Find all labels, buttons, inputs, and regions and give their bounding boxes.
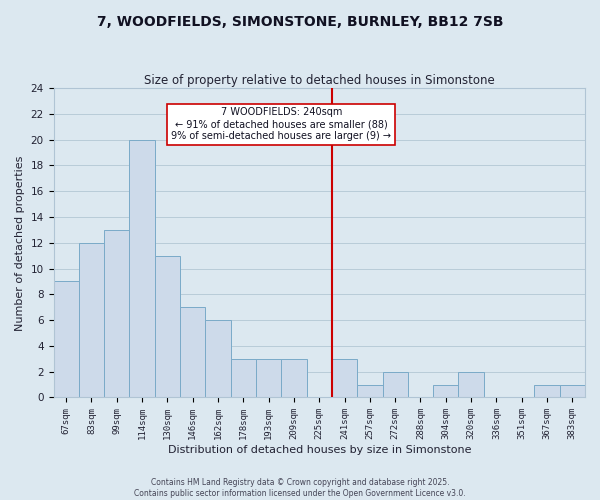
- Text: Contains HM Land Registry data © Crown copyright and database right 2025.
Contai: Contains HM Land Registry data © Crown c…: [134, 478, 466, 498]
- Y-axis label: Number of detached properties: Number of detached properties: [15, 155, 25, 330]
- Bar: [256, 359, 281, 398]
- Bar: [458, 372, 484, 398]
- Bar: [357, 384, 383, 398]
- Bar: [79, 243, 104, 398]
- Bar: [332, 359, 357, 398]
- Bar: [155, 256, 180, 398]
- Bar: [560, 384, 585, 398]
- Title: Size of property relative to detached houses in Simonstone: Size of property relative to detached ho…: [144, 74, 494, 87]
- Bar: [180, 308, 205, 398]
- Bar: [130, 140, 155, 398]
- Bar: [535, 384, 560, 398]
- Text: 7 WOODFIELDS: 240sqm
← 91% of detached houses are smaller (88)
9% of semi-detach: 7 WOODFIELDS: 240sqm ← 91% of detached h…: [172, 108, 391, 140]
- Bar: [53, 282, 79, 398]
- Bar: [104, 230, 130, 398]
- X-axis label: Distribution of detached houses by size in Simonstone: Distribution of detached houses by size …: [167, 445, 471, 455]
- Bar: [205, 320, 230, 398]
- Text: 7, WOODFIELDS, SIMONSTONE, BURNLEY, BB12 7SB: 7, WOODFIELDS, SIMONSTONE, BURNLEY, BB12…: [97, 15, 503, 29]
- Bar: [383, 372, 408, 398]
- Bar: [433, 384, 458, 398]
- Bar: [281, 359, 307, 398]
- Bar: [230, 359, 256, 398]
